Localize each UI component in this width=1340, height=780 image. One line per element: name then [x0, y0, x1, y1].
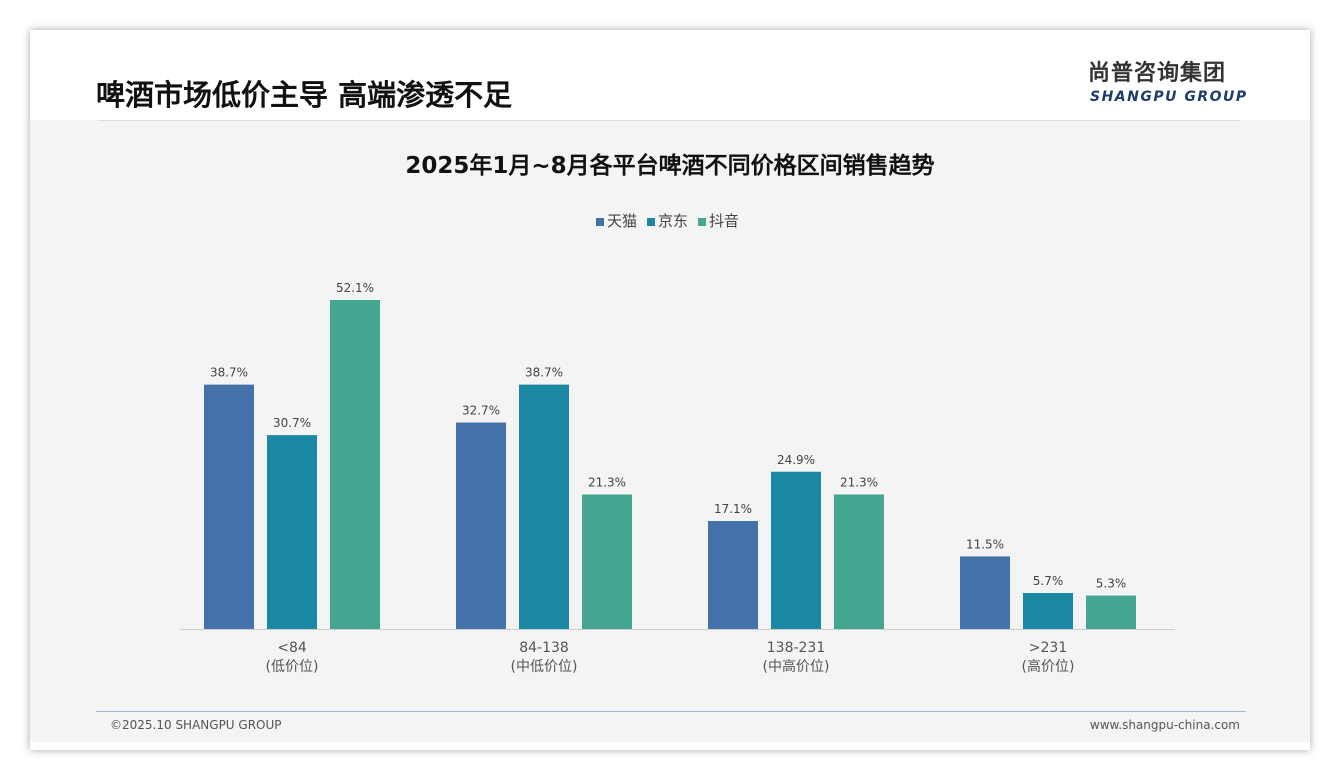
legend-item: 抖音: [698, 212, 739, 230]
data-label: 21.3%: [588, 475, 626, 489]
bar: [960, 556, 1010, 629]
legend-item: 京东: [647, 212, 688, 230]
bar: [1086, 595, 1136, 629]
legend-swatch: [596, 218, 604, 226]
data-label: 21.3%: [840, 475, 878, 489]
x-tick-label: <84: [277, 640, 307, 656]
bar: [267, 435, 317, 629]
data-label: 11.5%: [966, 537, 1004, 551]
bar: [456, 422, 506, 629]
x-tick-sublabel: (中高价位): [763, 658, 830, 675]
bar: [582, 494, 632, 629]
x-tick-label: >231: [1029, 640, 1067, 656]
x-tick-sublabel: (中低价位): [511, 659, 578, 675]
data-label: 38.7%: [210, 366, 248, 380]
data-label: 38.7%: [525, 366, 563, 380]
legend-label: 天猫: [607, 212, 638, 230]
data-label: 5.7%: [1033, 574, 1064, 588]
logo-en: SHANGPU GROUP: [1090, 89, 1248, 105]
bar: [1023, 593, 1073, 629]
x-tick-sublabel: (低价位): [266, 659, 319, 675]
legend-label: 抖音: [709, 212, 740, 230]
data-label: 52.1%: [336, 281, 374, 295]
legend-item: 天猫: [596, 212, 637, 230]
x-tick-sublabel: (高价位): [1022, 658, 1075, 675]
bar: [204, 384, 254, 629]
footer-copyright: ©2025.10 SHANGPU GROUP: [110, 718, 282, 732]
data-label: 5.3%: [1096, 577, 1127, 591]
legend-label: 京东: [658, 212, 689, 230]
bar: [834, 494, 884, 629]
legend-swatch: [647, 218, 656, 226]
data-label: 32.7%: [462, 404, 500, 418]
logo-cn: 尚普咨询集团: [1088, 61, 1227, 86]
x-tick-label: 84-138: [519, 640, 569, 656]
bar: [519, 384, 569, 629]
footer-divider: [96, 711, 1246, 712]
legend: 天猫 京东 抖音: [596, 212, 739, 230]
bar: [708, 521, 758, 629]
page-title: 啤酒市场低价主导 高端渗透不足: [96, 78, 513, 112]
data-label: 30.7%: [273, 416, 311, 430]
data-label: 24.9%: [777, 453, 815, 467]
bar: [330, 300, 380, 629]
divider: [98, 120, 1240, 121]
data-label: 17.1%: [714, 502, 752, 516]
x-tick-label: 138-231: [767, 640, 826, 656]
legend-swatch: [698, 218, 707, 226]
chart-title: 2025年1月~8月各平台啤酒不同价格区间销售趋势: [405, 153, 935, 179]
bar: [771, 471, 821, 629]
footer-url: www.shangpu-china.com: [1089, 718, 1240, 732]
